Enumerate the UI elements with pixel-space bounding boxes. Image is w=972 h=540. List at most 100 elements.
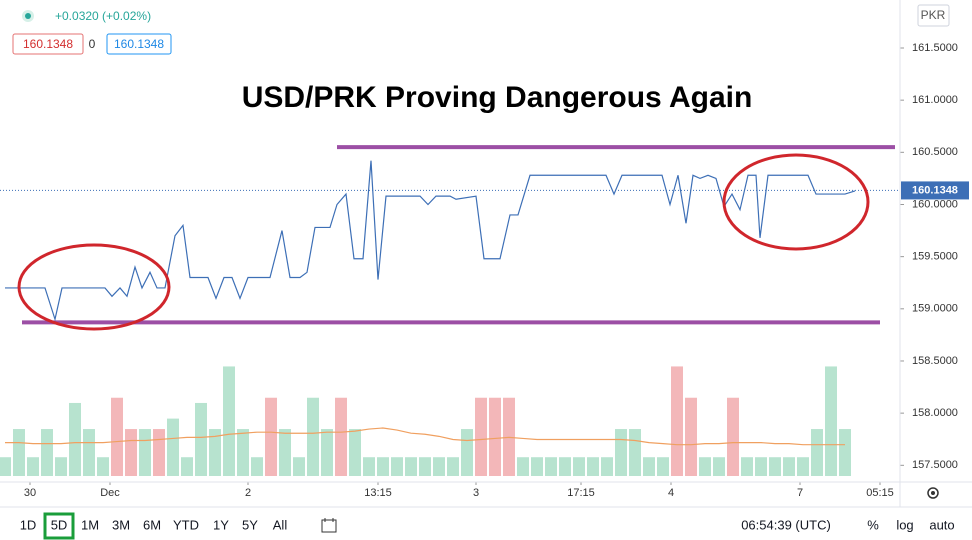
volume-bar: [237, 429, 249, 476]
toolbar: 1D 5D 1M 3M 6M YTD 1Y 5Y All% log auto: [20, 512, 955, 540]
x-tick-label: 17:15: [567, 487, 595, 499]
volume-bar: [559, 457, 571, 476]
volume-bar: [643, 457, 655, 476]
volume-bar: [153, 429, 165, 476]
gear-hub[interactable]: [931, 491, 935, 495]
ask-box: [106, 33, 172, 55]
volume-bar: [657, 457, 669, 476]
volume-bar: [741, 457, 753, 476]
scale-option[interactable]: auto: [929, 517, 954, 532]
range-button[interactable]: YTD: [173, 517, 199, 532]
scale-option[interactable]: log: [896, 517, 913, 532]
x-tick-label: 2: [245, 487, 251, 499]
volume-bar: [279, 429, 291, 476]
volume-bar: [713, 457, 725, 476]
volume-bar: [671, 366, 683, 476]
volume-bar: [825, 366, 837, 476]
range-button[interactable]: All: [273, 517, 288, 532]
last-price-box: [901, 181, 969, 200]
x-tick-label: Dec: [100, 487, 120, 499]
volume-bar: [419, 457, 431, 476]
range-button[interactable]: 5Y: [242, 517, 258, 532]
moving-average: [5, 427, 845, 446]
volume-bar: [0, 457, 11, 476]
volume-bar: [377, 457, 389, 476]
y-tick-label: 159.5000: [912, 251, 958, 263]
volume-bar: [783, 457, 795, 476]
y-tick-label: 160.0000: [912, 198, 958, 210]
y-tick-label: 161.0000: [912, 94, 958, 106]
volume-bar: [335, 397, 347, 476]
volume-bar: [293, 457, 305, 476]
bid-box: [12, 33, 84, 55]
volume-bar: [629, 429, 641, 476]
volume-bar: [125, 429, 137, 476]
range-button[interactable]: 1M: [81, 517, 99, 532]
volume-bar: [433, 457, 445, 476]
volume-bar: [349, 429, 361, 476]
volume-bar: [321, 429, 333, 476]
x-tick-label: 30: [24, 487, 36, 499]
volume-bar: [531, 457, 543, 476]
volume-bar: [405, 457, 417, 476]
volume-bar: [489, 397, 501, 476]
volume-bar: [601, 457, 613, 476]
scale-option[interactable]: %: [867, 517, 879, 532]
y-tick-label: 157.5000: [912, 459, 958, 471]
volume-bar: [55, 457, 67, 476]
y-tick-label: 158.5000: [912, 355, 958, 367]
last-price-label: 160.1348: [912, 184, 958, 196]
volume-bar: [685, 397, 697, 476]
volume-bar: [769, 457, 781, 476]
volume-bar: [41, 429, 53, 476]
volume-bar: [727, 397, 739, 476]
range-button[interactable]: 5D: [51, 517, 68, 532]
volume-bar: [587, 457, 599, 476]
volume-bar: [195, 402, 207, 476]
range-button[interactable]: 3M: [112, 517, 130, 532]
volume-bar: [97, 457, 109, 476]
x-tick-label: 4: [668, 487, 674, 499]
spread: 0: [89, 37, 96, 51]
volume-bar: [839, 429, 851, 476]
settings-icon[interactable]: [927, 487, 939, 499]
volume-bar: [363, 457, 375, 476]
volume-bar: [475, 397, 487, 476]
volume-bar: [181, 457, 193, 476]
y-tick-label: 161.5000: [912, 42, 958, 54]
chart-title: USD/PRK Proving Dangerous Again: [242, 81, 753, 114]
highlight-circle: [722, 153, 870, 251]
volume-bar: [83, 429, 95, 476]
range-button[interactable]: 1D: [20, 517, 37, 532]
volume-bar: [573, 457, 585, 476]
volume-bar: [251, 457, 263, 476]
selected-range[interactable]: [43, 512, 75, 540]
currency[interactable]: PKR: [921, 8, 946, 22]
volume-bar: [223, 366, 235, 476]
volume-bar: [139, 429, 151, 476]
price-line: [5, 160, 856, 322]
plot-area: 157.5000 158.0000 158.5000 159.0000 159.5000…: [0, 42, 969, 499]
range-button[interactable]: 1Y: [213, 517, 229, 532]
status-dot: [25, 13, 31, 19]
currency-box[interactable]: [917, 4, 950, 27]
y-tick-label: 159.0000: [912, 303, 958, 315]
clock: 06:54:39 (UTC): [741, 517, 831, 532]
volume-bar: [209, 429, 221, 476]
volume-bar: [27, 457, 39, 476]
volume-bar: [797, 457, 809, 476]
volume-bar: [391, 457, 403, 476]
volume-bar: [811, 429, 823, 476]
calendar[interactable]: [321, 519, 337, 533]
volume-bar: [517, 457, 529, 476]
range-button[interactable]: 6M: [143, 517, 161, 532]
gear[interactable]: [927, 487, 939, 499]
volume-bar: [111, 397, 123, 476]
highlight-circle: [17, 243, 171, 331]
volume-bar: [13, 429, 25, 476]
y-tick-label: 160.5000: [912, 146, 958, 158]
date-range-icon[interactable]: [321, 518, 337, 533]
volume-bar: [461, 429, 473, 476]
y-tick-label: 158.0000: [912, 407, 958, 419]
